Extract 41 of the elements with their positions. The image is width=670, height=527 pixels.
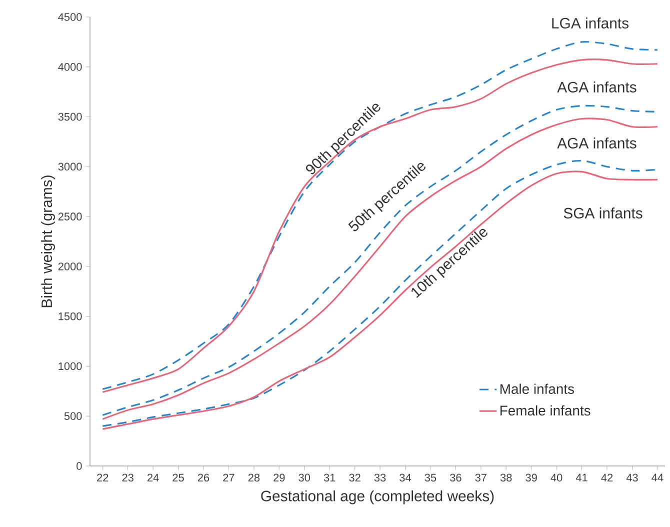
x-tick-label: 26 xyxy=(198,474,210,482)
x-tick-label: 39 xyxy=(526,474,537,482)
x-tick-label: 32 xyxy=(349,474,360,482)
x-tick-label: 44 xyxy=(652,474,664,482)
y-tick-label: 1000 xyxy=(58,362,82,370)
x-tick-label: 28 xyxy=(248,474,260,482)
x-tick-label: 38 xyxy=(500,474,512,482)
y-tick-label: 500 xyxy=(64,412,82,420)
x-tick-label: 30 xyxy=(298,474,310,482)
y-tick-label: 2000 xyxy=(58,262,82,270)
annotation: SGA infants xyxy=(564,207,642,218)
x-tick-label: 29 xyxy=(274,474,285,482)
y-tick-label: 3500 xyxy=(58,112,82,121)
x-tick-label: 31 xyxy=(324,474,336,482)
annotation: AGA infants xyxy=(557,137,636,148)
y-tick-label: 0 xyxy=(76,462,82,470)
y-tick-label: 1500 xyxy=(58,312,82,320)
x-tick-label: 34 xyxy=(400,474,412,482)
x-tick-label: 40 xyxy=(550,474,562,482)
x-axis-title: Gestational age (completed weeks) xyxy=(261,490,494,504)
y-tick-label: 4000 xyxy=(58,63,82,71)
y-tick-label: 3000 xyxy=(58,162,82,171)
x-tick-label: 23 xyxy=(122,474,134,482)
y-axis-title: Birth weight (grams) xyxy=(41,176,56,308)
annotation: LGA infants xyxy=(552,18,628,28)
y-tick-label: 2500 xyxy=(58,212,82,220)
legend-label: Male infants xyxy=(500,384,574,394)
x-tick-label: 27 xyxy=(223,474,234,482)
x-tick-label: 41 xyxy=(576,474,588,482)
x-tick-label: 35 xyxy=(424,474,436,482)
x-tick-label: 43 xyxy=(626,474,638,482)
x-tick-label: 37 xyxy=(475,474,486,482)
legend-label: Female infants xyxy=(500,405,590,416)
x-tick-label: 22 xyxy=(97,474,108,482)
x-tick-label: 24 xyxy=(148,474,159,482)
x-tick-label: 36 xyxy=(450,474,462,482)
x-tick-label: 33 xyxy=(374,474,386,482)
annotation: AGA infants xyxy=(557,82,636,92)
y-tick-label: 4500 xyxy=(58,13,82,21)
x-tick-label: 25 xyxy=(172,474,184,482)
x-tick-label: 42 xyxy=(601,474,613,482)
